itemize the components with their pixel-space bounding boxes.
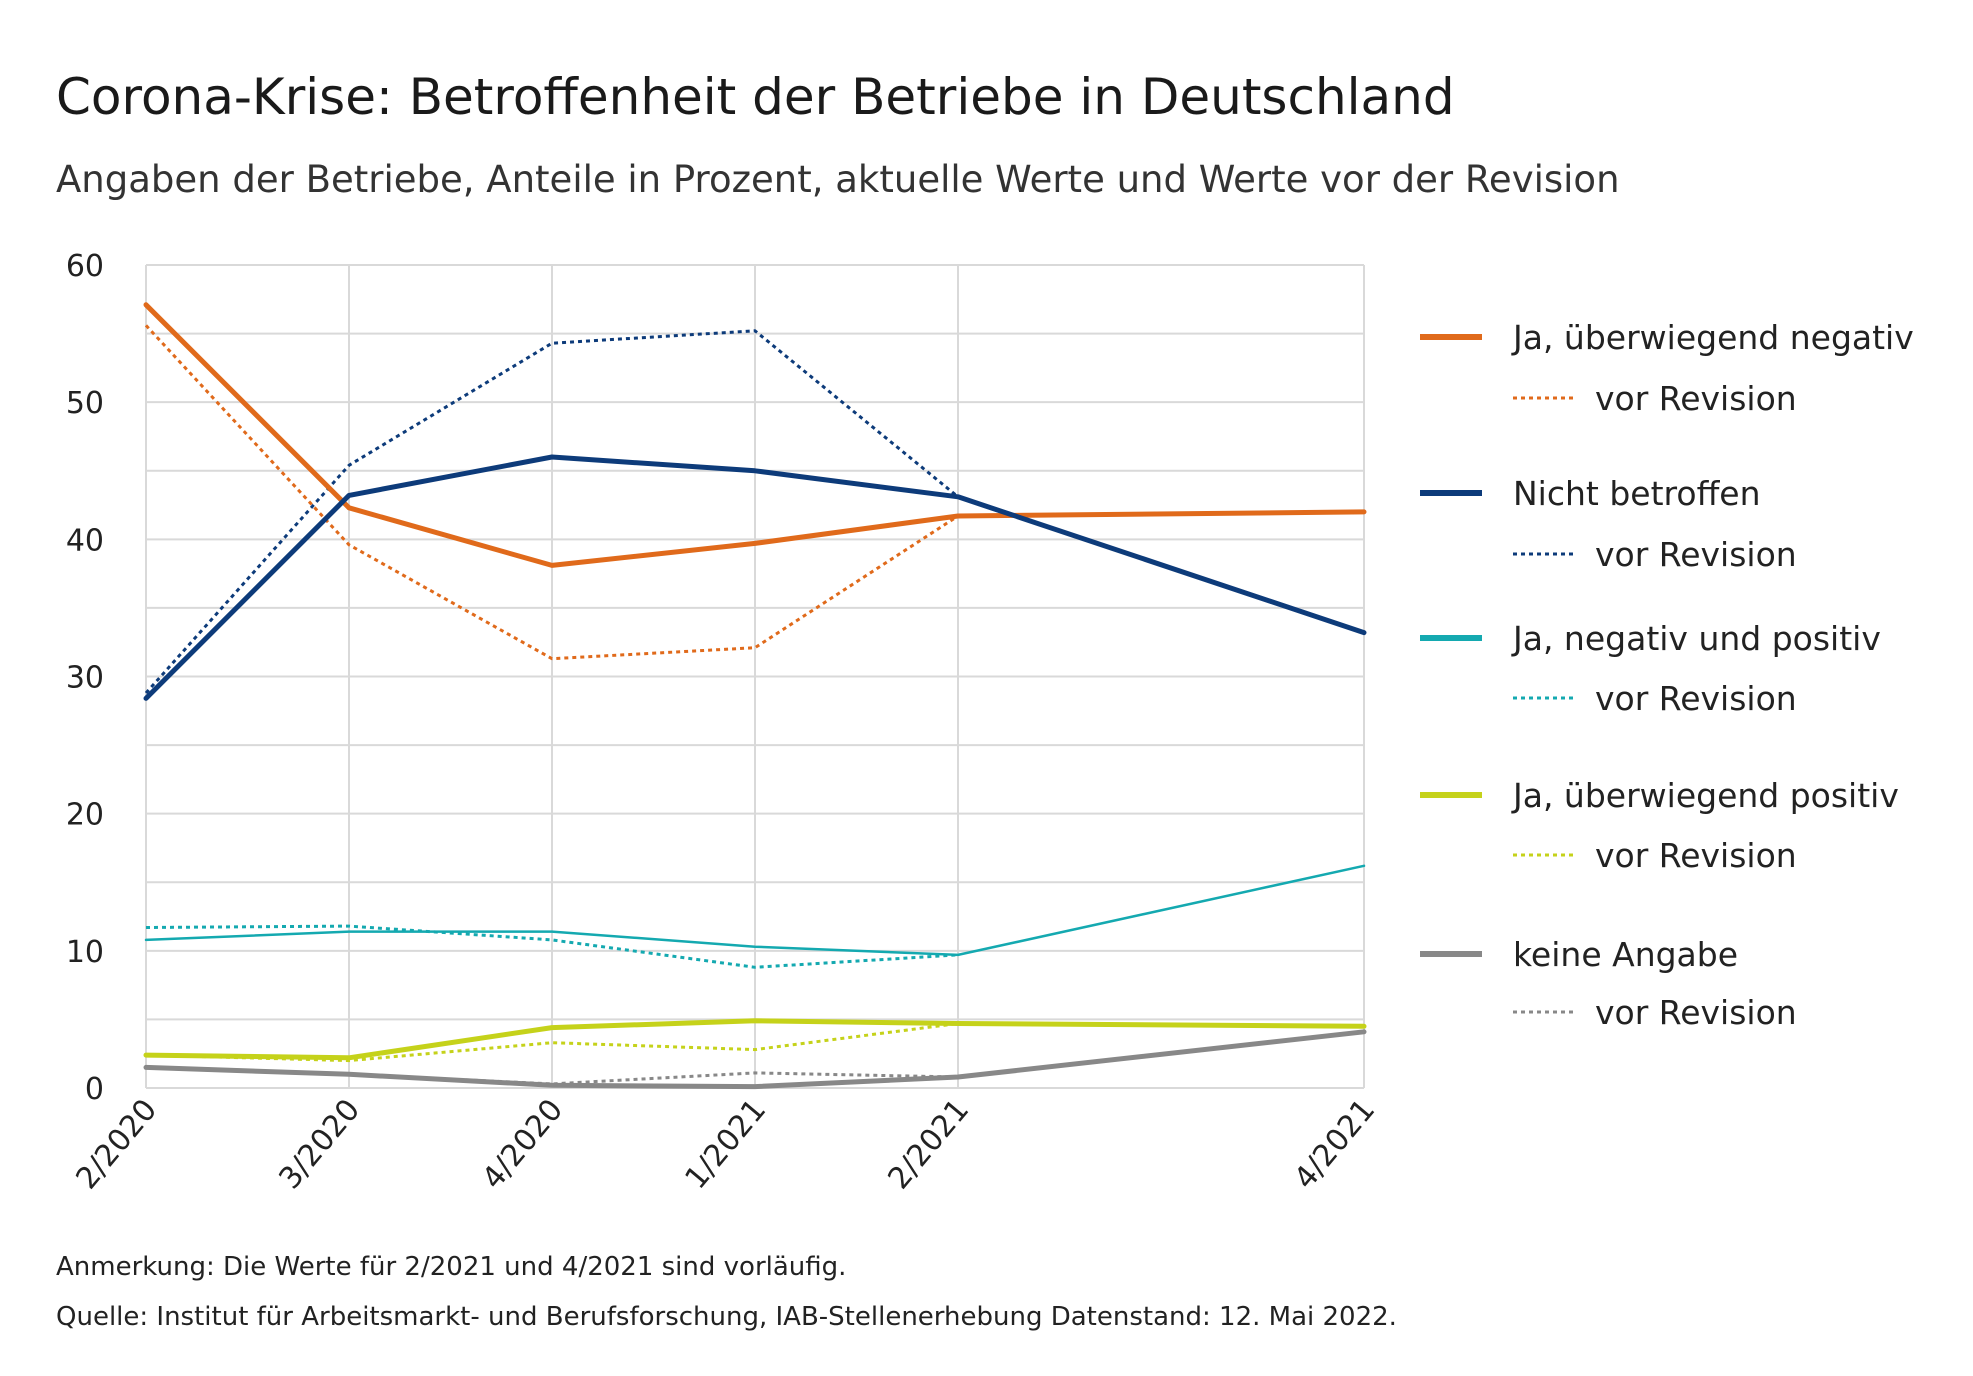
series-line	[144, 864, 1366, 957]
y-axis-ticks: 0 10 20 30 40 50 60	[66, 249, 104, 1107]
y-tick-label: 0	[85, 1072, 104, 1107]
series-line-dotted	[144, 329, 959, 694]
chart-legend: Ja, überwiegend negativ vor Revision Nicht…	[1420, 318, 1914, 1032]
series-line	[143, 302, 1367, 568]
legend-label: keine Angabe	[1513, 935, 1738, 974]
y-tick-label: 20	[66, 798, 104, 833]
chart-grid	[145, 264, 1365, 1089]
series-line	[143, 454, 1367, 701]
chart-title: Corona-Krise: Betroffenheit der Betriebe…	[56, 68, 1455, 126]
x-tick-label: 1/2021	[678, 1093, 773, 1196]
legend-label: vor Revision	[1595, 993, 1797, 1032]
y-tick-label: 50	[66, 386, 104, 421]
legend-label: vor Revision	[1595, 379, 1797, 418]
chart-source: Quelle: Institut für Arbeitsmarkt- und B…	[56, 1302, 1397, 1332]
x-tick-label: 4/2021	[1287, 1093, 1382, 1196]
y-tick-label: 40	[66, 523, 104, 558]
y-tick-label: 10	[66, 935, 104, 970]
y-tick-label: 30	[66, 661, 104, 696]
chart-series	[143, 302, 1367, 1090]
x-tick-label: 3/2020	[272, 1093, 367, 1196]
y-tick-label: 60	[66, 249, 104, 284]
legend-label: vor Revision	[1595, 836, 1797, 875]
legend-label: Ja, überwiegend negativ	[1511, 318, 1914, 357]
legend-label: vor Revision	[1595, 679, 1797, 718]
chart-note: Anmerkung: Die Werte für 2/2021 und 4/20…	[56, 1252, 847, 1282]
legend-label: vor Revision	[1595, 535, 1797, 574]
x-tick-label: 2/2020	[69, 1093, 164, 1196]
series-line	[143, 1018, 1367, 1061]
chart-subtitle: Angaben der Betriebe, Anteile in Prozent…	[56, 158, 1620, 201]
series-line	[143, 1029, 1367, 1090]
x-tick-label: 2/2021	[881, 1093, 976, 1196]
x-tick-label: 4/2020	[475, 1093, 570, 1196]
legend-label: Ja, überwiegend positiv	[1511, 776, 1899, 815]
series-line-dotted	[144, 324, 959, 661]
x-axis-ticks: 2/2020 3/2020 4/2020 1/2021 2/2021 4/2021	[69, 1093, 1382, 1196]
legend-label: Nicht betroffen	[1513, 474, 1761, 513]
legend-label: Ja, negativ und positiv	[1511, 619, 1881, 658]
